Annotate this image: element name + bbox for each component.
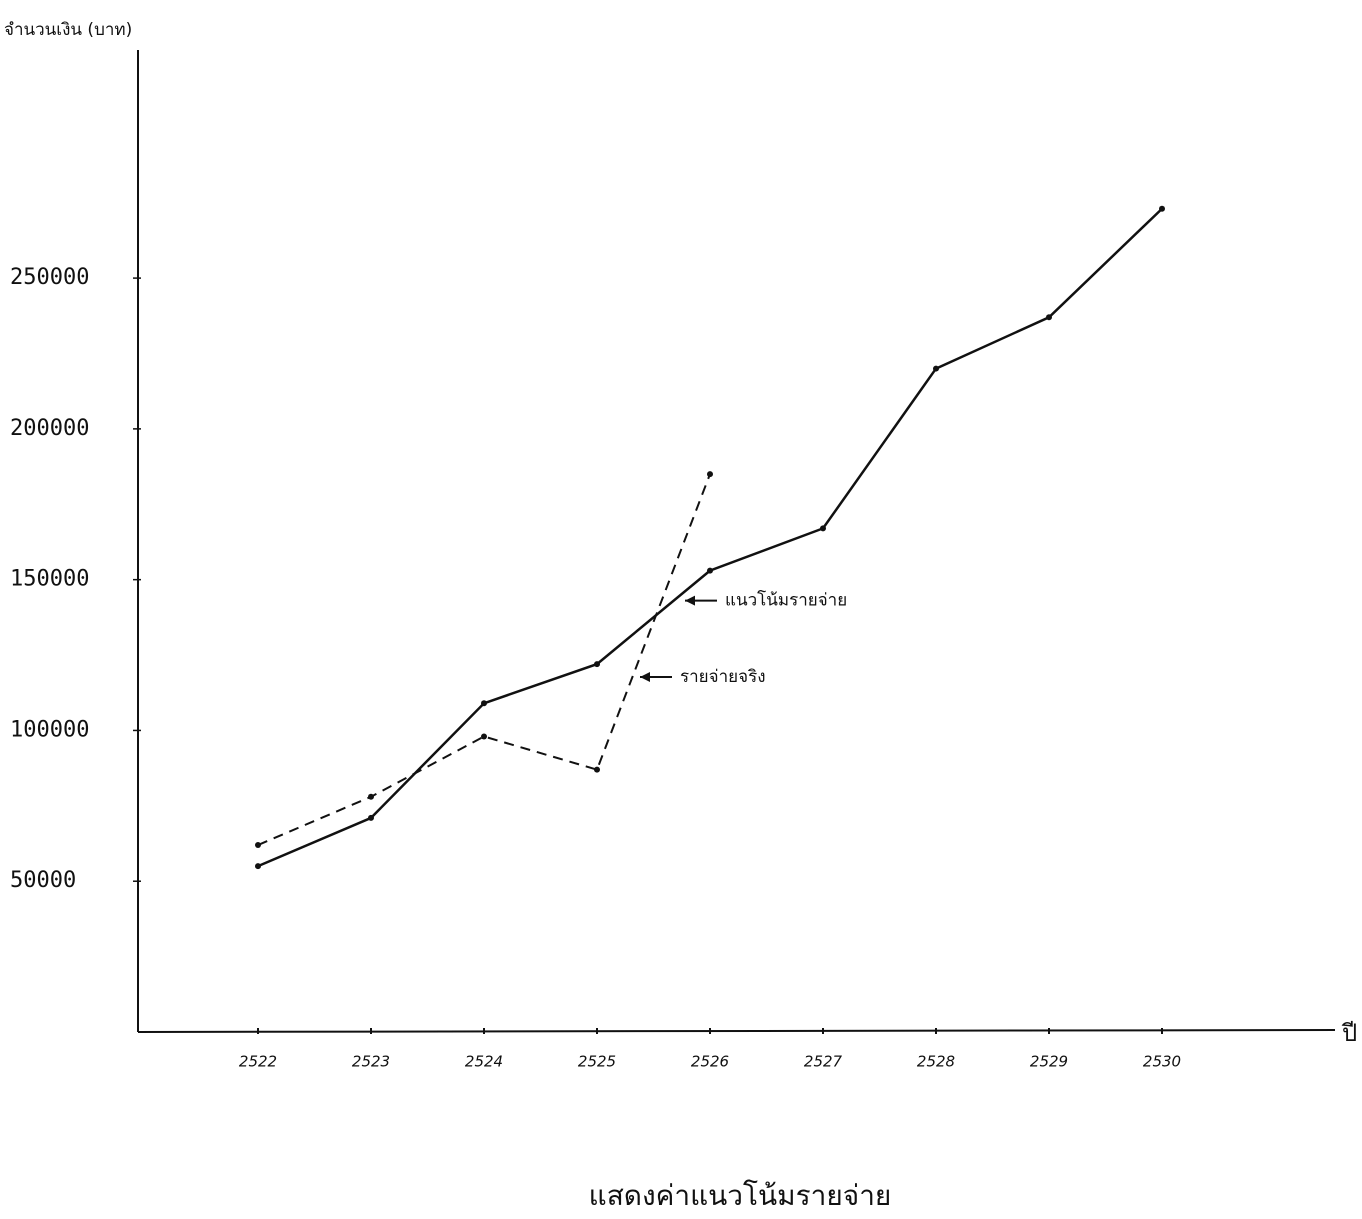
series-line [257, 207, 1163, 868]
y-tick-label: 250000 [10, 265, 89, 290]
point [255, 842, 261, 849]
point [481, 700, 487, 707]
point [1046, 314, 1052, 321]
point [707, 567, 713, 574]
x-tick-label: 2525 [578, 1053, 616, 1071]
chart-title: แสดงค่าแนวโน้มรายจ่าย [589, 1179, 892, 1212]
series-annotation: รายจ่ายจริง [680, 667, 766, 687]
annotation-arrowhead [640, 672, 650, 682]
x-axis-label: ปี [1341, 1019, 1357, 1047]
x-axis [137, 1029, 1336, 1033]
y-tick-label: 100000 [10, 717, 89, 742]
point [368, 793, 374, 800]
y-tick-label: 150000 [10, 567, 89, 592]
y-tick-label: 50000 [10, 868, 76, 893]
point [368, 814, 374, 821]
point [707, 471, 713, 478]
x-tick-label: 2530 [1143, 1053, 1181, 1071]
y-axis-label: จำนวนเงิน (บาท) [4, 20, 132, 40]
x-tick-label: 2526 [691, 1053, 729, 1071]
annotation-arrowhead [685, 595, 695, 606]
x-tick-label: 2523 [352, 1053, 390, 1071]
x-tick-label: 2529 [1030, 1053, 1068, 1071]
x-tick-label: 2527 [804, 1053, 843, 1071]
point [481, 733, 487, 740]
y-tick-label: 200000 [10, 416, 89, 441]
series-line [257, 473, 711, 846]
point [820, 525, 826, 532]
point [1159, 205, 1165, 212]
x-tick-label: 2528 [917, 1053, 955, 1071]
point [594, 766, 600, 773]
point [933, 365, 939, 372]
series-annotation: แนวโน้มรายจ่าย [725, 590, 847, 611]
point [594, 661, 600, 668]
x-tick-label: 2522 [239, 1053, 277, 1071]
point [255, 863, 261, 870]
x-tick-label: 2524 [465, 1053, 503, 1071]
